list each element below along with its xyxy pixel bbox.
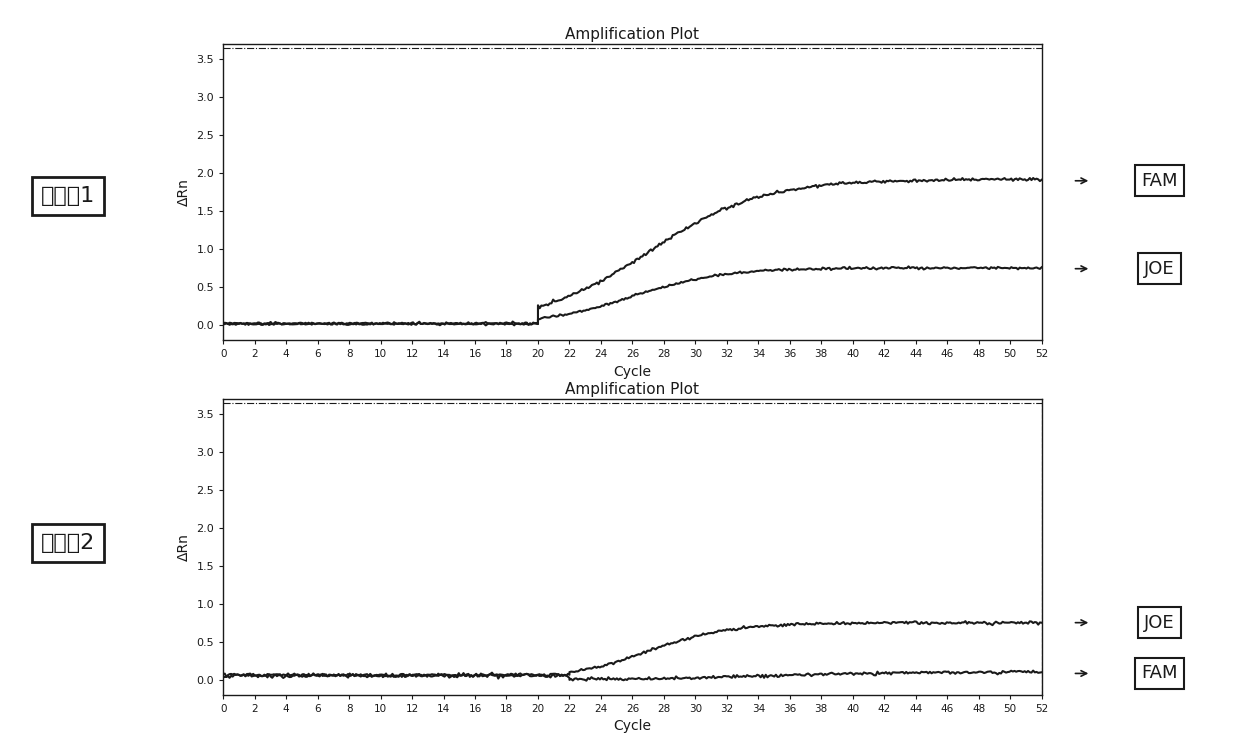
Text: FAM: FAM — [1141, 171, 1178, 190]
Text: JOE: JOE — [1145, 259, 1174, 278]
X-axis label: Cycle: Cycle — [614, 364, 651, 378]
Text: JOE: JOE — [1145, 613, 1174, 632]
Y-axis label: ΔRn: ΔRn — [177, 178, 191, 206]
X-axis label: Cycle: Cycle — [614, 719, 651, 733]
Title: Amplification Plot: Amplification Plot — [565, 27, 699, 42]
Title: Amplification Plot: Amplification Plot — [565, 381, 699, 397]
Y-axis label: ΔRn: ΔRn — [177, 533, 191, 561]
Text: FAM: FAM — [1141, 664, 1178, 682]
Text: 反应冲2: 反应冲2 — [41, 533, 95, 554]
Text: 反应冲1: 反应冲1 — [41, 185, 95, 206]
